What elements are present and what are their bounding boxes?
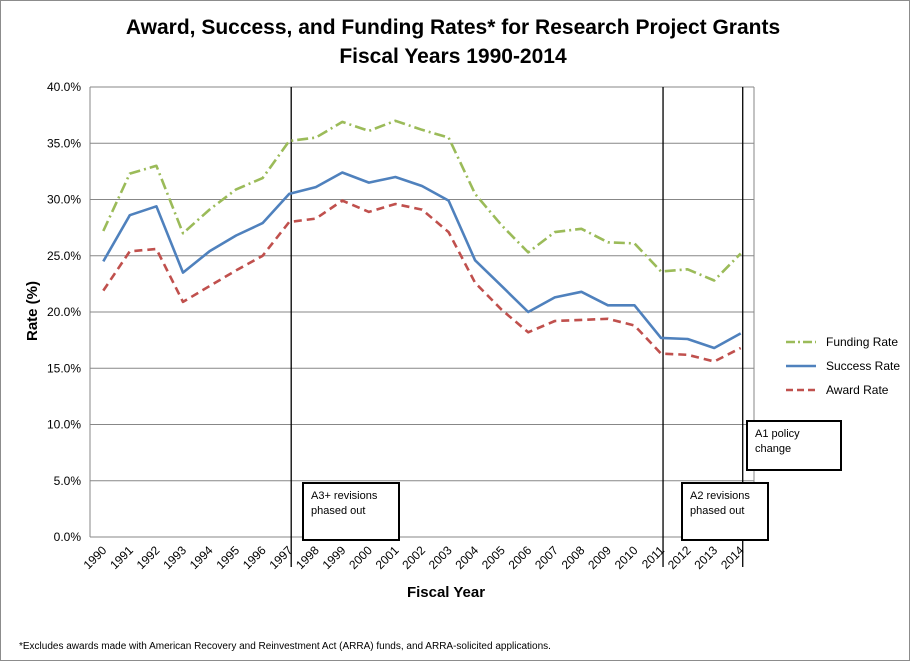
annotation-border: [746, 420, 842, 471]
annotations: A3+ revisions phased out A2 revisions phase…: [302, 420, 842, 541]
x-tick-label: 1992: [134, 543, 163, 572]
y-axis-label: Rate (%): [24, 281, 41, 341]
series-line: [102, 119, 742, 282]
x-tick-label: 2005: [479, 543, 508, 572]
y-axis-ticks: 0.0% 5.0% 10.0% 15.0% 20.0% 25.0% 30.0% 35.0% 40…: [47, 80, 81, 544]
gridlines: [89, 86, 755, 538]
x-tick-label: 2013: [691, 543, 720, 572]
legend-label: Funding Rate: [826, 335, 898, 349]
y-tick-label: 25.0%: [47, 249, 81, 263]
annotation-box: A2 revisions phased out: [681, 482, 769, 541]
x-tick-label: 1994: [187, 543, 216, 572]
x-tick-label: 2007: [532, 543, 561, 572]
y-tick-label: 0.0%: [54, 530, 82, 544]
annotation-box: A3+ revisions phased out: [302, 482, 400, 541]
annotation-text: A3+ revisions: [311, 490, 378, 502]
chart-subtitle: Fiscal Years 1990-2014: [339, 45, 567, 68]
footnote: *Excludes awards made with American Reco…: [19, 641, 551, 652]
x-axis-label: Fiscal Year: [407, 584, 485, 601]
x-tick-label: 1995: [213, 543, 242, 572]
x-tick-label: 2002: [399, 543, 428, 572]
series-line: [102, 199, 742, 363]
annotation-text: phased out: [311, 505, 365, 517]
x-tick-label: 2008: [559, 543, 588, 572]
annotation-border: [302, 482, 400, 541]
legend-label: Award Rate: [826, 383, 889, 397]
series-lines: [102, 119, 742, 363]
x-tick-label: 2001: [373, 543, 402, 572]
x-tick-label: 1991: [107, 543, 136, 572]
legend-label: Success Rate: [826, 359, 900, 373]
x-tick-label: 2004: [452, 543, 481, 572]
series-line: [102, 171, 742, 350]
annotation-text: A1 policy: [755, 428, 800, 440]
x-tick-label: 2010: [612, 543, 641, 572]
x-tick-label: 1998: [293, 543, 322, 572]
x-tick-label: 1999: [320, 543, 349, 572]
x-tick-label: 2009: [585, 543, 614, 572]
x-tick-label: 2003: [426, 543, 455, 572]
x-tick-label: 1993: [160, 543, 189, 572]
y-tick-label: 10.0%: [47, 418, 81, 432]
x-tick-label: 2012: [665, 543, 694, 572]
y-tick-label: 15.0%: [47, 361, 81, 375]
x-tick-label: 1996: [240, 543, 269, 572]
annotation-box: A1 policy change: [746, 420, 842, 471]
chart-title: Award, Success, and Funding Rates* for R…: [126, 16, 780, 39]
annotation-text: A2 revisions: [690, 490, 750, 502]
y-tick-label: 40.0%: [47, 80, 81, 94]
x-tick-label: 2000: [346, 543, 375, 572]
annotation-border: [681, 482, 769, 541]
y-tick-label: 5.0%: [54, 474, 82, 488]
x-tick-label: 2006: [506, 543, 535, 572]
x-axis-ticks: 1990199119921993199419951996199719981999…: [81, 543, 747, 572]
annotation-text: change: [755, 443, 791, 455]
legend: Funding Rate Success Rate Award Rate: [786, 335, 900, 397]
y-tick-label: 30.0%: [47, 193, 81, 207]
annotation-text: phased out: [690, 505, 744, 517]
x-tick-label: 1990: [81, 543, 110, 572]
y-tick-label: 20.0%: [47, 305, 81, 319]
y-tick-label: 35.0%: [47, 136, 81, 150]
